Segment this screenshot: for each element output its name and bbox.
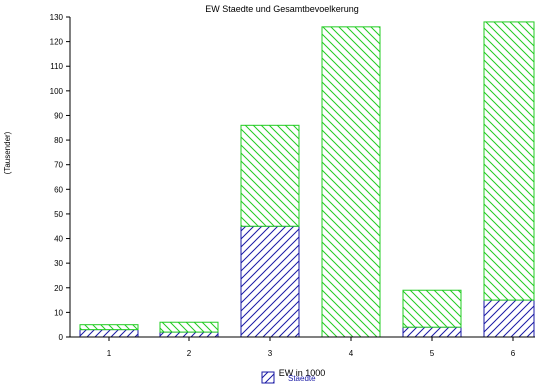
bar-gesamt-2 <box>159 321 219 333</box>
y-tick-label-60: 60 <box>54 185 63 194</box>
bar-gesamt-6 <box>483 21 535 301</box>
legend-label-staedte: Staedte <box>288 374 316 383</box>
y-tick-label-70: 70 <box>54 161 63 170</box>
bar-staedte-3 <box>240 225 300 338</box>
y-tick-label-40: 40 <box>54 235 63 244</box>
x-axis-label: EW in 1000 <box>279 368 326 378</box>
bar-gesamt-4 <box>321 26 381 338</box>
bar-staedte-2 <box>159 331 219 338</box>
axes-group: 0 10 20 30 40 50 60 70 80 90 100 110 120 130 1 2 3 4 5 6 <box>50 13 535 358</box>
x-tick-label-6: 6 <box>511 349 516 358</box>
bar-gesamt-1 <box>79 324 139 331</box>
bar-gesamt-3 <box>240 124 300 227</box>
y-tick-label-10: 10 <box>54 308 63 317</box>
y-tick-label-0: 0 <box>59 333 64 342</box>
y-axis-label: (Tausender) <box>3 131 12 174</box>
x-tick-label-3: 3 <box>268 349 273 358</box>
bars-group <box>79 21 535 338</box>
y-tick-label-80: 80 <box>54 136 63 145</box>
legend-swatch-staedte <box>261 371 275 384</box>
bar-staedte-5 <box>402 326 462 338</box>
y-tick-label-50: 50 <box>54 210 63 219</box>
y-tick-label-130: 130 <box>50 13 64 22</box>
x-tick-label-2: 2 <box>187 349 192 358</box>
y-tick-label-110: 110 <box>50 62 63 71</box>
y-tick-label-20: 20 <box>54 284 63 293</box>
bar-staedte-1 <box>79 329 139 338</box>
bar-staedte-6 <box>483 299 535 338</box>
x-tick-label-4: 4 <box>349 349 354 358</box>
x-tick-label-5: 5 <box>430 349 435 358</box>
y-tick-label-30: 30 <box>54 259 63 268</box>
bar-gesamt-5 <box>402 289 462 328</box>
chart-title: EW Staedte und Gesamtbevoelkerung <box>205 4 359 14</box>
y-tick-label-90: 90 <box>54 111 63 120</box>
legend: Staedte <box>261 371 316 384</box>
x-tick-label-1: 1 <box>107 349 112 358</box>
y-tick-label-100: 100 <box>50 87 64 96</box>
y-tick-label-120: 120 <box>50 38 64 47</box>
